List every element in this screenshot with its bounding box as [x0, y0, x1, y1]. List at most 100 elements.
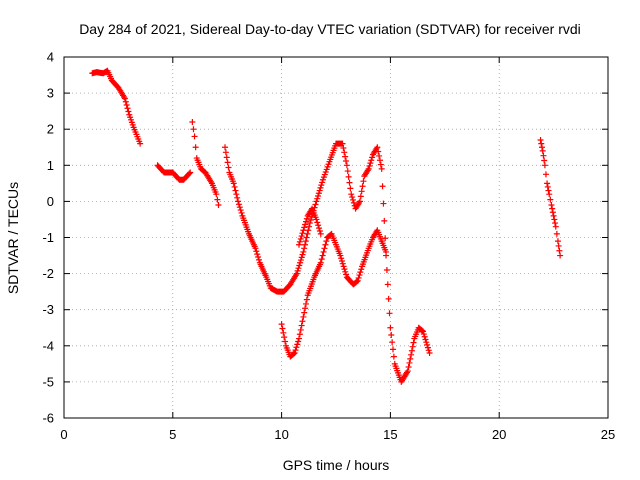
data-point — [255, 253, 262, 260]
data-point — [356, 272, 363, 279]
data-point — [296, 262, 303, 269]
data-point — [544, 180, 551, 187]
data-point — [313, 216, 320, 223]
data-point — [302, 305, 309, 312]
data-point — [304, 230, 311, 237]
data-point — [301, 241, 308, 248]
data-point — [556, 247, 563, 254]
data-point — [300, 227, 307, 234]
data-point — [282, 338, 289, 345]
data-point — [405, 364, 412, 371]
data-point — [302, 300, 309, 307]
data-point — [358, 266, 365, 273]
data-point — [425, 347, 432, 354]
y-tick-label: -4 — [42, 338, 54, 353]
data-point — [279, 325, 286, 332]
data-point — [253, 248, 260, 255]
data-point — [302, 218, 309, 225]
data-track — [278, 227, 390, 360]
data-point — [383, 266, 390, 273]
data-point — [296, 335, 303, 342]
data-point — [298, 322, 305, 329]
data-point — [369, 154, 376, 161]
data-point — [338, 257, 345, 264]
data-point — [312, 201, 319, 208]
data-point — [187, 169, 194, 176]
data-track — [296, 205, 324, 248]
tick-labels: 0 5 10 15 20 25 -6 -5 -4 -3 -2 -1 0 1 2 3 4 — [42, 50, 615, 443]
data-point — [408, 351, 415, 358]
data-point — [403, 369, 410, 376]
data-point — [306, 223, 313, 230]
data-point — [191, 133, 198, 140]
data-point — [235, 201, 242, 208]
data-point — [406, 359, 413, 366]
data-point — [316, 187, 323, 194]
data-point — [385, 295, 392, 302]
data-point — [235, 198, 242, 205]
data-point — [380, 200, 387, 207]
y-tick-label: 4 — [47, 50, 54, 65]
data-point — [337, 252, 344, 259]
data-point — [537, 137, 544, 144]
data-point — [546, 191, 553, 198]
data-point — [189, 118, 196, 125]
data-point — [303, 215, 310, 222]
data-point — [296, 238, 303, 245]
data-point — [121, 95, 128, 102]
data-point — [186, 170, 193, 177]
data-point — [342, 268, 349, 275]
data-point — [223, 154, 230, 161]
data-point — [349, 194, 356, 201]
y-tick-label: 2 — [47, 122, 54, 137]
data-point — [420, 331, 427, 338]
y-tick-label: 0 — [47, 194, 54, 209]
data-point — [292, 347, 299, 354]
data-point — [300, 313, 307, 320]
data-point — [409, 343, 416, 350]
y-tick-label: -6 — [42, 411, 54, 426]
data-point — [557, 252, 564, 259]
data-point — [349, 196, 356, 203]
data-point — [315, 190, 322, 197]
data-point — [420, 328, 427, 335]
data-point — [404, 368, 411, 375]
data-point — [544, 183, 551, 190]
data-point — [300, 248, 307, 255]
data-point — [554, 238, 561, 245]
data-point — [295, 338, 302, 345]
data-point — [354, 277, 361, 284]
data-point — [317, 184, 324, 191]
data-point — [254, 251, 261, 258]
data-point — [222, 144, 229, 151]
x-tick-label: 0 — [60, 427, 67, 442]
data-point — [319, 252, 326, 259]
data-point — [293, 270, 300, 277]
data-point — [214, 196, 221, 203]
data-point — [548, 202, 555, 209]
data-point — [321, 245, 328, 252]
data-point — [538, 140, 545, 147]
data-point — [408, 347, 415, 354]
data-point — [343, 271, 350, 278]
data-point — [299, 318, 306, 325]
data-point — [345, 173, 352, 180]
data-point — [426, 350, 433, 357]
data-point — [296, 241, 303, 248]
data-point — [255, 256, 262, 263]
data-point — [375, 148, 382, 155]
data-point — [387, 324, 394, 331]
data-point — [549, 205, 556, 212]
data-track — [154, 162, 194, 183]
data-point — [342, 153, 349, 160]
data-point — [388, 331, 395, 338]
x-tick-label: 15 — [383, 427, 397, 442]
data-point — [353, 278, 360, 285]
data-point — [232, 187, 239, 194]
data-point — [366, 163, 373, 170]
data-point — [348, 191, 355, 198]
data-point — [303, 234, 310, 241]
y-tick-label: -1 — [42, 230, 54, 245]
data-point — [552, 220, 559, 227]
